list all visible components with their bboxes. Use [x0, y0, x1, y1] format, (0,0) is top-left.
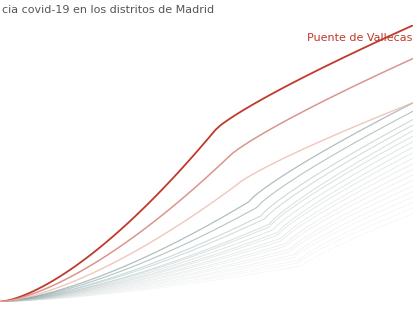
Text: cia covid-19 en los distritos de Madrid: cia covid-19 en los distritos de Madrid	[2, 5, 214, 15]
Text: Puente de Vallecas: Puente de Vallecas	[306, 33, 411, 43]
